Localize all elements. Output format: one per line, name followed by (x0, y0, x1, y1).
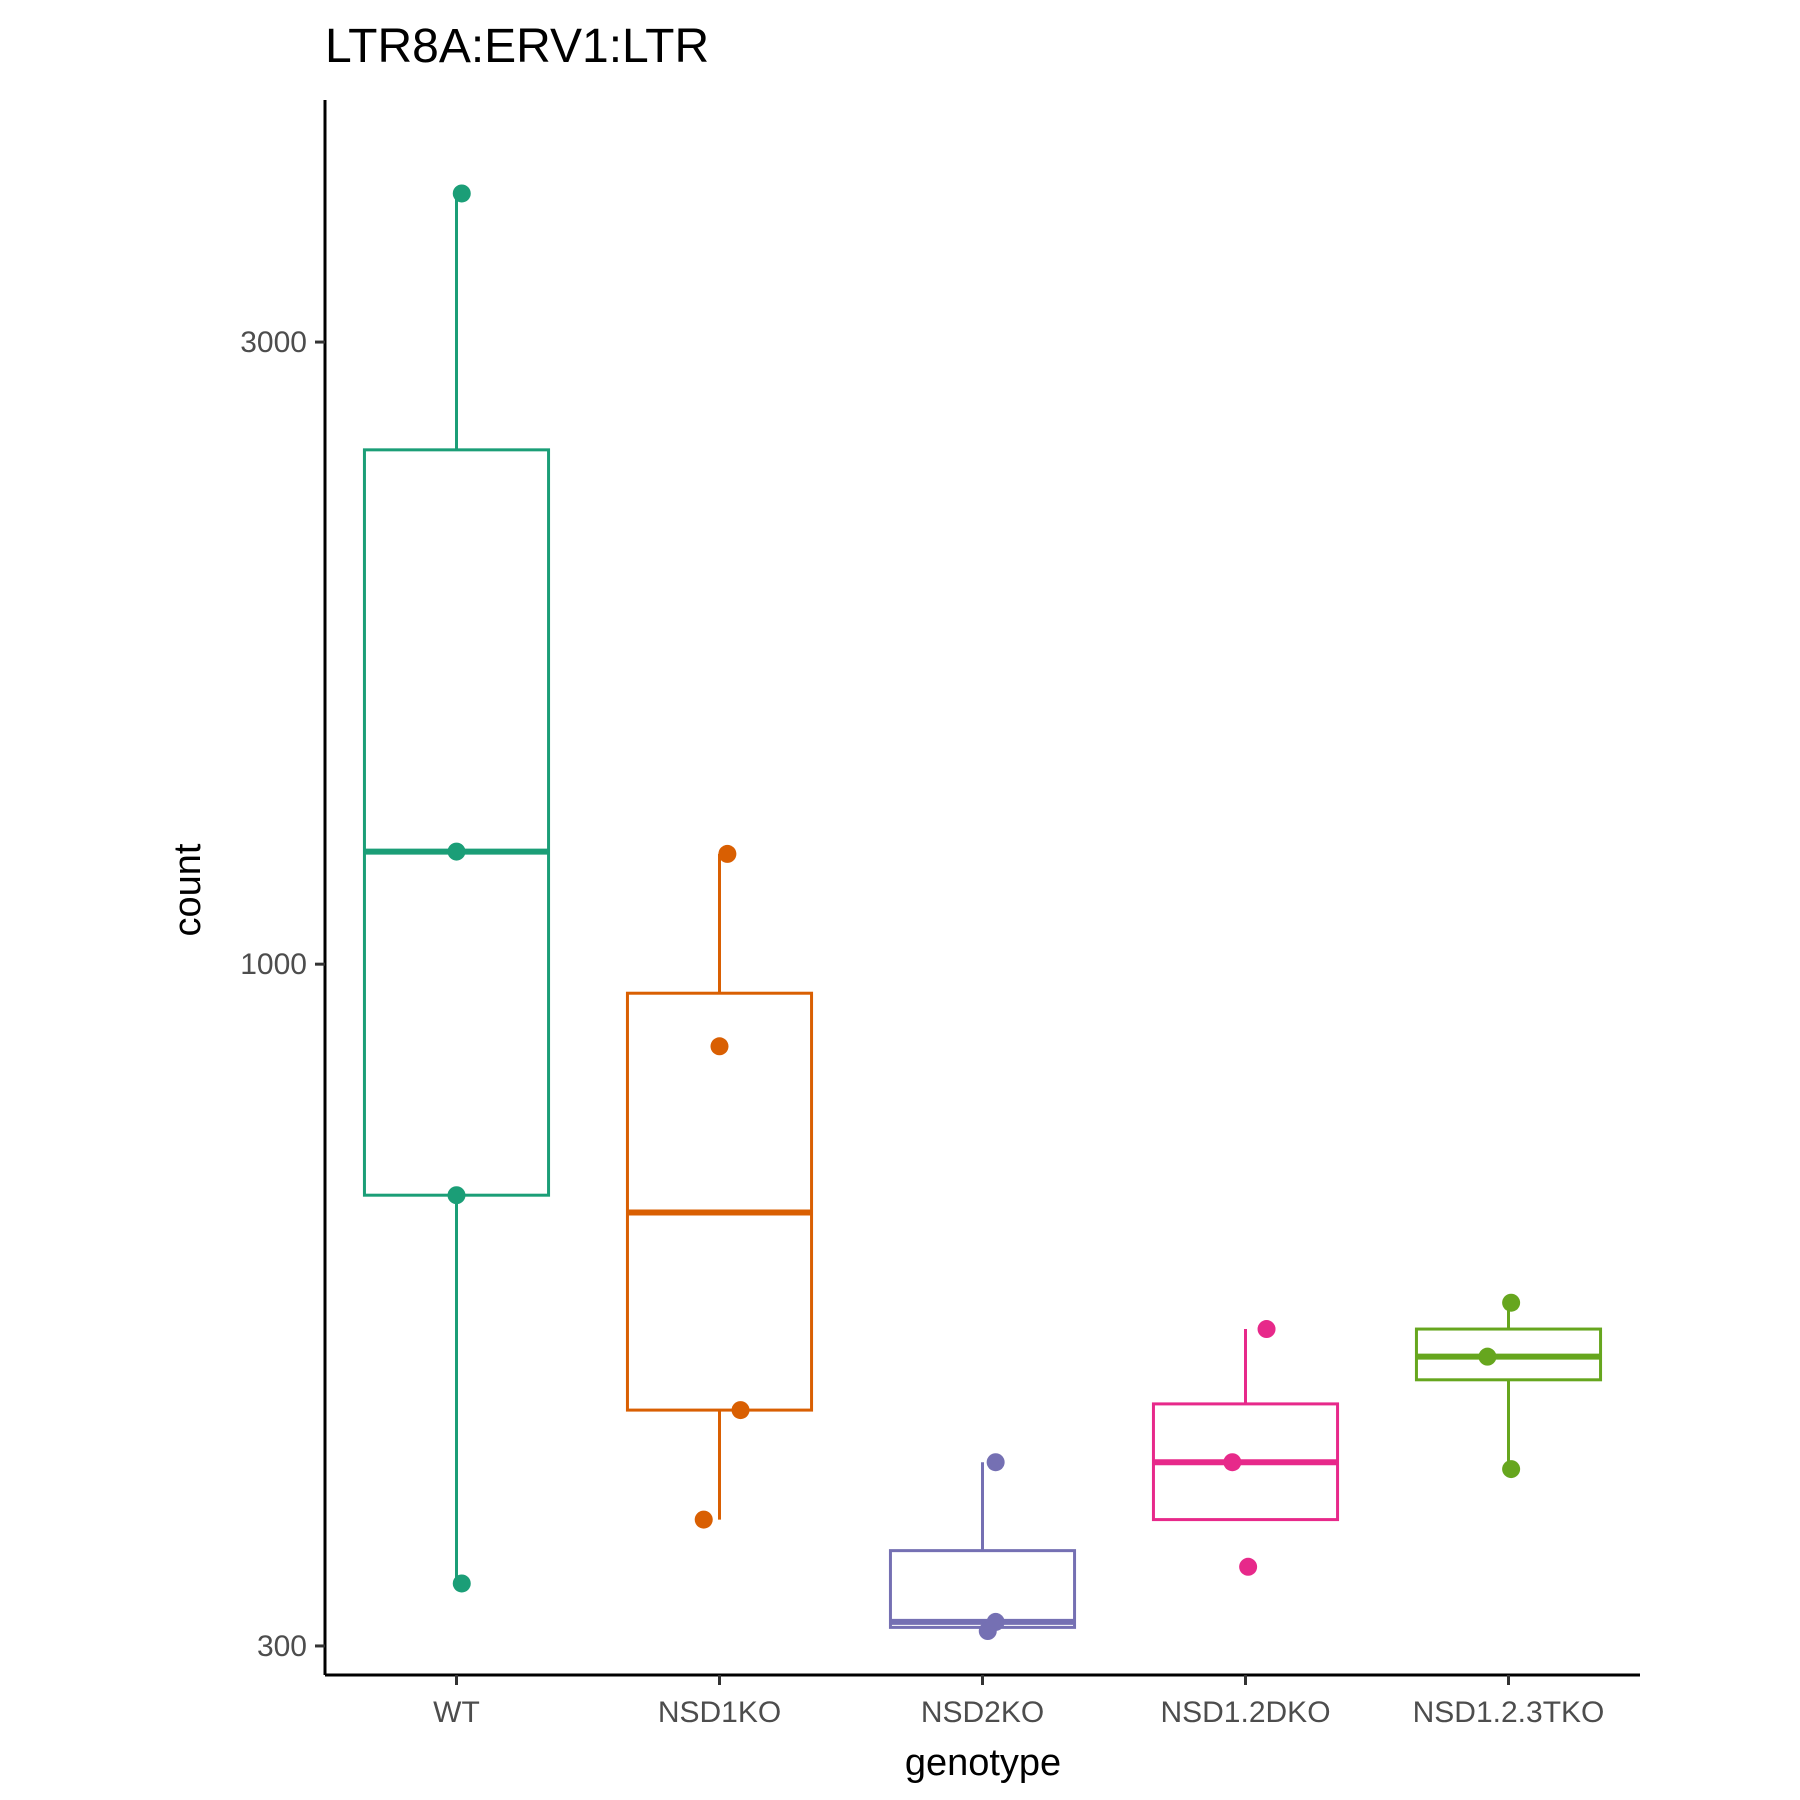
data-point (447, 1186, 466, 1205)
box-group (362, 193, 551, 1584)
data-point (1239, 1557, 1258, 1576)
data-point (1502, 1460, 1521, 1479)
x-tick-label: NSD1KO (658, 1696, 781, 1729)
data-point (1257, 1320, 1276, 1339)
data-point (447, 842, 466, 861)
data-point (986, 1453, 1005, 1472)
x-axis-title: genotype (905, 1742, 1061, 1784)
data-point (731, 1401, 750, 1420)
data-point (452, 184, 471, 203)
data-point (694, 1510, 713, 1529)
box-group (1414, 1302, 1603, 1470)
data-point (452, 1574, 471, 1593)
data-point (978, 1622, 997, 1641)
box-group (1151, 1329, 1340, 1522)
box-iqr (625, 991, 814, 1412)
box-iqr (362, 448, 551, 1197)
data-point (1478, 1347, 1497, 1366)
chart-title: LTR8A:ERV1:LTR (325, 20, 709, 73)
x-axis-ticks: WT NSD1KO NSD2KO NSD1.2DKO NSD1.2.3TKO (433, 1675, 1604, 1729)
data-point (710, 1037, 729, 1056)
plot-area (362, 184, 1603, 1641)
data-point (1502, 1293, 1521, 1312)
data-point (1223, 1453, 1242, 1472)
data-point (718, 844, 737, 863)
box-group (625, 853, 814, 1520)
y-tick-label: 300 (257, 1630, 307, 1663)
x-tick-label: WT (433, 1696, 480, 1729)
x-tick-label: NSD1.2.3TKO (1413, 1696, 1605, 1729)
y-tick-label: 1000 (240, 948, 307, 981)
y-axis-ticks: 300 1000 3000 (240, 326, 325, 1663)
x-tick-label: NSD1.2DKO (1160, 1696, 1330, 1729)
y-axis-title: count (167, 843, 209, 936)
box-group (888, 1462, 1077, 1632)
box-iqr (888, 1549, 1077, 1629)
y-tick-label: 3000 (240, 326, 307, 359)
x-tick-label: NSD2KO (921, 1696, 1044, 1729)
